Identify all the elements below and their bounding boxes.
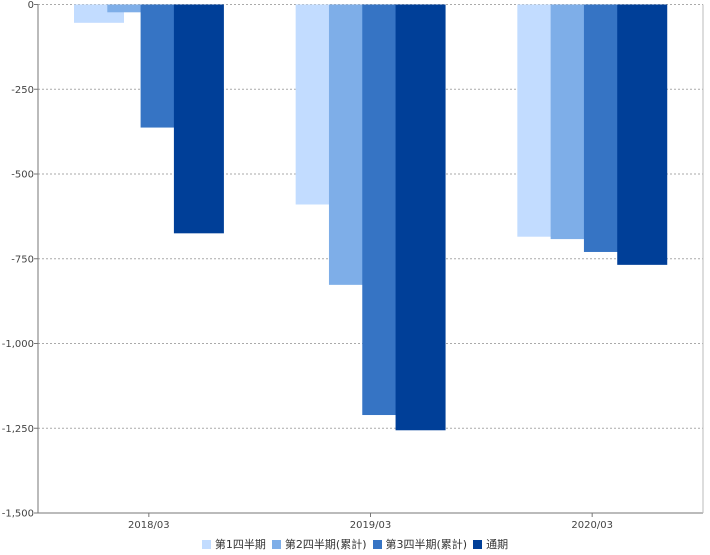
y-tick-label: -1,250 — [2, 424, 34, 435]
legend-label: 第3四半期(累計) — [385, 538, 468, 551]
legend: 第1四半期 第2四半期(累計) 第3四半期(累計) 通期 — [0, 536, 710, 552]
legend-label: 通期 — [486, 538, 509, 551]
legend-swatch — [271, 540, 281, 549]
x-tick-label: 2019/03 — [350, 520, 392, 531]
legend-label: 第1四半期 — [214, 538, 266, 551]
y-tick-label: 0 — [28, 0, 34, 11]
legend-item[interactable]: 第3四半期(累計) — [372, 536, 468, 552]
bar-chart: 0 -250 -500 -750 -1,000 -1,250 -1,500 2018/03 20… — [2, 0, 704, 531]
legend-item[interactable]: 第1四半期 — [201, 536, 266, 552]
y-tick-label: -500 — [11, 170, 34, 181]
legend-swatch — [473, 540, 483, 549]
bar — [395, 4, 446, 431]
legend-swatch — [372, 540, 382, 549]
bar — [173, 4, 224, 234]
legend-label: 第2四半期(累計) — [284, 538, 367, 551]
y-tick-label: -250 — [11, 85, 34, 96]
bar — [107, 4, 158, 13]
x-tick-label: 2020/03 — [571, 520, 613, 531]
legend-swatch — [201, 540, 211, 549]
x-tick-label: 2018/03 — [128, 520, 170, 531]
legend-item[interactable]: 第2四半期(累計) — [271, 536, 367, 552]
y-tick-label: -1,000 — [2, 339, 34, 350]
y-tick-label: -1,500 — [2, 509, 34, 520]
legend-item[interactable]: 通期 — [473, 536, 508, 552]
y-tick-label: -750 — [11, 254, 34, 265]
bar — [617, 4, 668, 265]
